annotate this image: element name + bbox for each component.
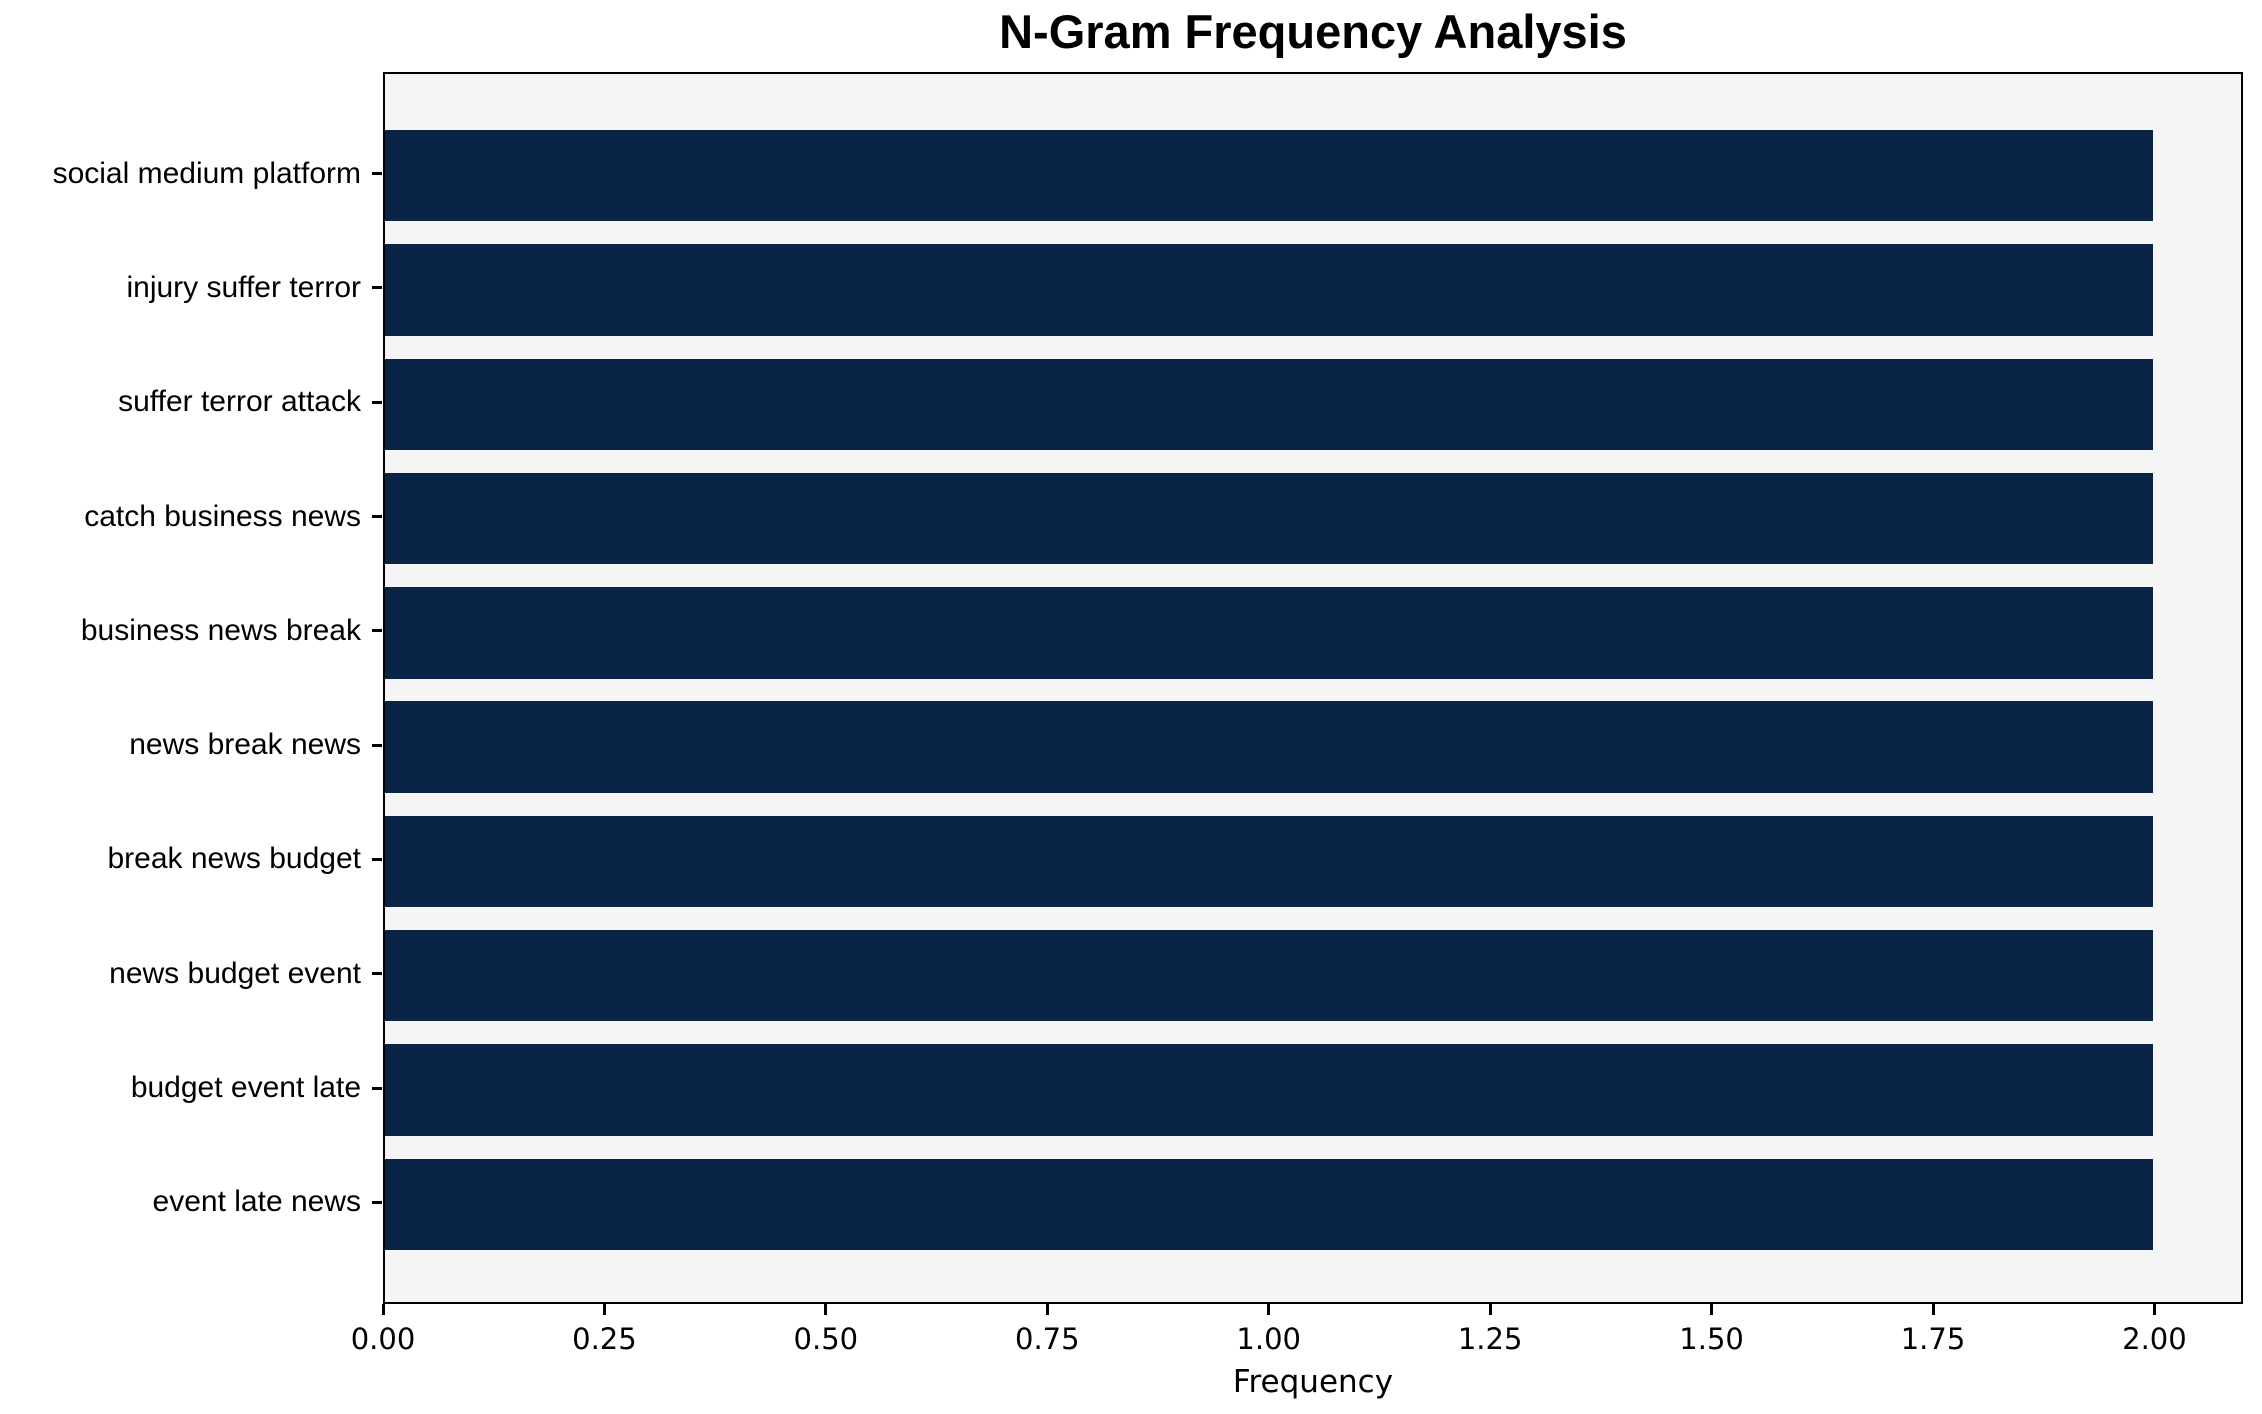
bar xyxy=(385,1044,2153,1136)
y-tick-mark xyxy=(372,972,382,976)
x-tick-mark xyxy=(381,1304,385,1315)
x-tick-label: 0.00 xyxy=(350,1322,416,1356)
x-tick-mark xyxy=(2152,1304,2156,1315)
y-tick-label: budget event late xyxy=(130,1071,361,1105)
bar xyxy=(385,358,2153,450)
y-tick-label: news break news xyxy=(129,728,361,762)
x-tick-label: 0.25 xyxy=(572,1322,637,1356)
y-tick-label: event late news xyxy=(152,1185,361,1219)
x-tick-mark xyxy=(824,1304,828,1315)
y-tick-label: suffer terror attack xyxy=(118,385,361,419)
x-tick-mark xyxy=(1045,1304,1049,1315)
y-tick-mark xyxy=(372,286,382,290)
bar xyxy=(385,472,2153,565)
y-tick-label: break news budget xyxy=(107,842,361,876)
x-tick-mark xyxy=(1931,1304,1935,1315)
y-tick-mark xyxy=(372,515,382,519)
x-axis-label: Frequency xyxy=(1232,1364,1394,1400)
y-tick-label: business news break xyxy=(80,613,361,647)
x-tick-mark xyxy=(1488,1304,1492,1315)
x-tick-label: 2.00 xyxy=(2122,1322,2187,1356)
y-tick-mark xyxy=(372,629,382,633)
y-tick-label: catch business news xyxy=(84,499,361,533)
x-tick-mark xyxy=(602,1304,606,1315)
y-tick-label: news budget event xyxy=(109,956,361,990)
y-tick-mark xyxy=(372,400,382,404)
bar xyxy=(385,129,2153,222)
bar xyxy=(385,815,2153,908)
x-tick-label: 1.75 xyxy=(1900,1322,1966,1356)
chart-title: N-Gram Frequency Analysis xyxy=(999,5,1627,58)
x-tick-label: 0.50 xyxy=(793,1322,859,1356)
y-tick-mark xyxy=(372,1200,382,1204)
x-tick-label: 1.50 xyxy=(1679,1322,1744,1356)
bar xyxy=(385,244,2153,336)
bar xyxy=(385,701,2153,793)
y-tick-mark xyxy=(372,172,382,176)
plot-area xyxy=(383,72,2243,1304)
y-tick-label: injury suffer terror xyxy=(126,270,361,304)
y-tick-mark xyxy=(372,1086,382,1090)
x-tick-label: 1.00 xyxy=(1236,1322,1301,1356)
bar xyxy=(385,930,2153,1022)
x-tick-label: 1.25 xyxy=(1457,1322,1523,1356)
bar xyxy=(385,587,2153,679)
y-tick-mark xyxy=(372,857,382,861)
x-tick-label: 0.75 xyxy=(1014,1322,1080,1356)
x-tick-mark xyxy=(1710,1304,1714,1315)
x-tick-mark xyxy=(1267,1304,1271,1315)
y-tick-mark xyxy=(372,743,382,747)
y-tick-label: social medium platform xyxy=(52,156,361,190)
bar xyxy=(385,1158,2153,1251)
